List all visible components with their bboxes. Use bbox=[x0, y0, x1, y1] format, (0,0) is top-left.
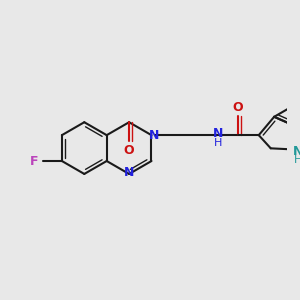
Text: H: H bbox=[293, 155, 300, 165]
Text: N: N bbox=[213, 127, 224, 140]
Text: N: N bbox=[124, 166, 134, 178]
Text: O: O bbox=[232, 101, 243, 114]
Text: O: O bbox=[124, 143, 134, 157]
Text: F: F bbox=[30, 154, 38, 167]
Text: N: N bbox=[292, 145, 300, 158]
Text: N: N bbox=[149, 129, 160, 142]
Text: H: H bbox=[214, 138, 223, 148]
